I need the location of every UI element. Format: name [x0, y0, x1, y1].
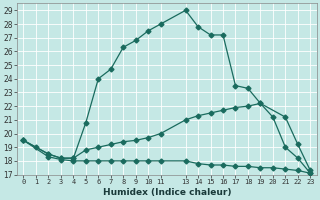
X-axis label: Humidex (Indice chaleur): Humidex (Indice chaleur) — [103, 188, 231, 197]
